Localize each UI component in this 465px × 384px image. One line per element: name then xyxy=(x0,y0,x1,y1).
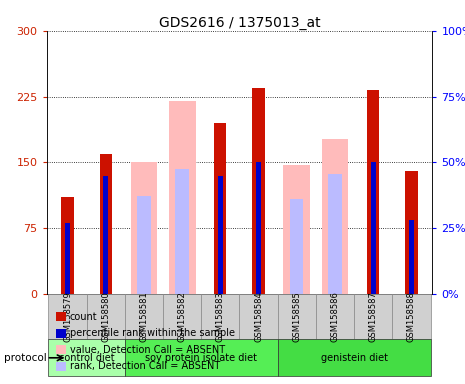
Bar xyxy=(218,175,223,294)
Text: GSM158580: GSM158580 xyxy=(101,291,110,342)
Bar xyxy=(316,294,354,339)
Text: protocol: protocol xyxy=(4,353,46,363)
Bar xyxy=(278,339,431,376)
Text: GSM158587: GSM158587 xyxy=(369,291,378,342)
Bar xyxy=(392,294,431,339)
Text: control diet: control diet xyxy=(59,353,114,363)
Bar xyxy=(175,169,189,294)
Bar xyxy=(409,220,414,294)
Text: percentile rank within the sample: percentile rank within the sample xyxy=(70,328,235,338)
Bar xyxy=(367,90,379,294)
Bar xyxy=(100,154,112,294)
Bar xyxy=(86,294,125,339)
Bar xyxy=(252,88,265,294)
Text: GSM158585: GSM158585 xyxy=(292,291,301,342)
Text: GSM158582: GSM158582 xyxy=(178,291,186,342)
Bar xyxy=(125,294,163,339)
Bar xyxy=(61,197,73,294)
Title: GDS2616 / 1375013_at: GDS2616 / 1375013_at xyxy=(159,16,320,30)
Text: GSM158584: GSM158584 xyxy=(254,291,263,342)
Bar xyxy=(125,339,278,376)
Bar xyxy=(284,165,310,294)
Bar xyxy=(354,294,392,339)
Bar xyxy=(103,175,108,294)
Text: GSM158579: GSM158579 xyxy=(63,291,72,342)
Text: value, Detection Call = ABSENT: value, Detection Call = ABSENT xyxy=(70,345,225,355)
Bar xyxy=(131,162,157,294)
Text: GSM158586: GSM158586 xyxy=(331,291,339,342)
Bar xyxy=(290,199,304,294)
Bar xyxy=(201,294,239,339)
Bar xyxy=(328,174,342,294)
Bar xyxy=(405,171,418,294)
Text: GSM158581: GSM158581 xyxy=(140,291,148,342)
Bar xyxy=(239,294,278,339)
Bar xyxy=(278,294,316,339)
Text: GSM158583: GSM158583 xyxy=(216,291,225,342)
Bar xyxy=(65,223,70,294)
Bar xyxy=(371,162,376,294)
Bar xyxy=(256,162,261,294)
Bar xyxy=(214,123,226,294)
Bar xyxy=(48,339,125,376)
Text: rank, Detection Call = ABSENT: rank, Detection Call = ABSENT xyxy=(70,361,220,371)
Text: genistein diet: genistein diet xyxy=(320,353,388,363)
Bar xyxy=(137,196,151,294)
Bar xyxy=(163,294,201,339)
Bar xyxy=(48,294,86,339)
Bar xyxy=(169,101,195,294)
Text: count: count xyxy=(70,312,97,322)
Bar xyxy=(322,139,348,294)
Text: GSM158588: GSM158588 xyxy=(407,291,416,342)
Text: soy protein isolate diet: soy protein isolate diet xyxy=(145,353,257,363)
